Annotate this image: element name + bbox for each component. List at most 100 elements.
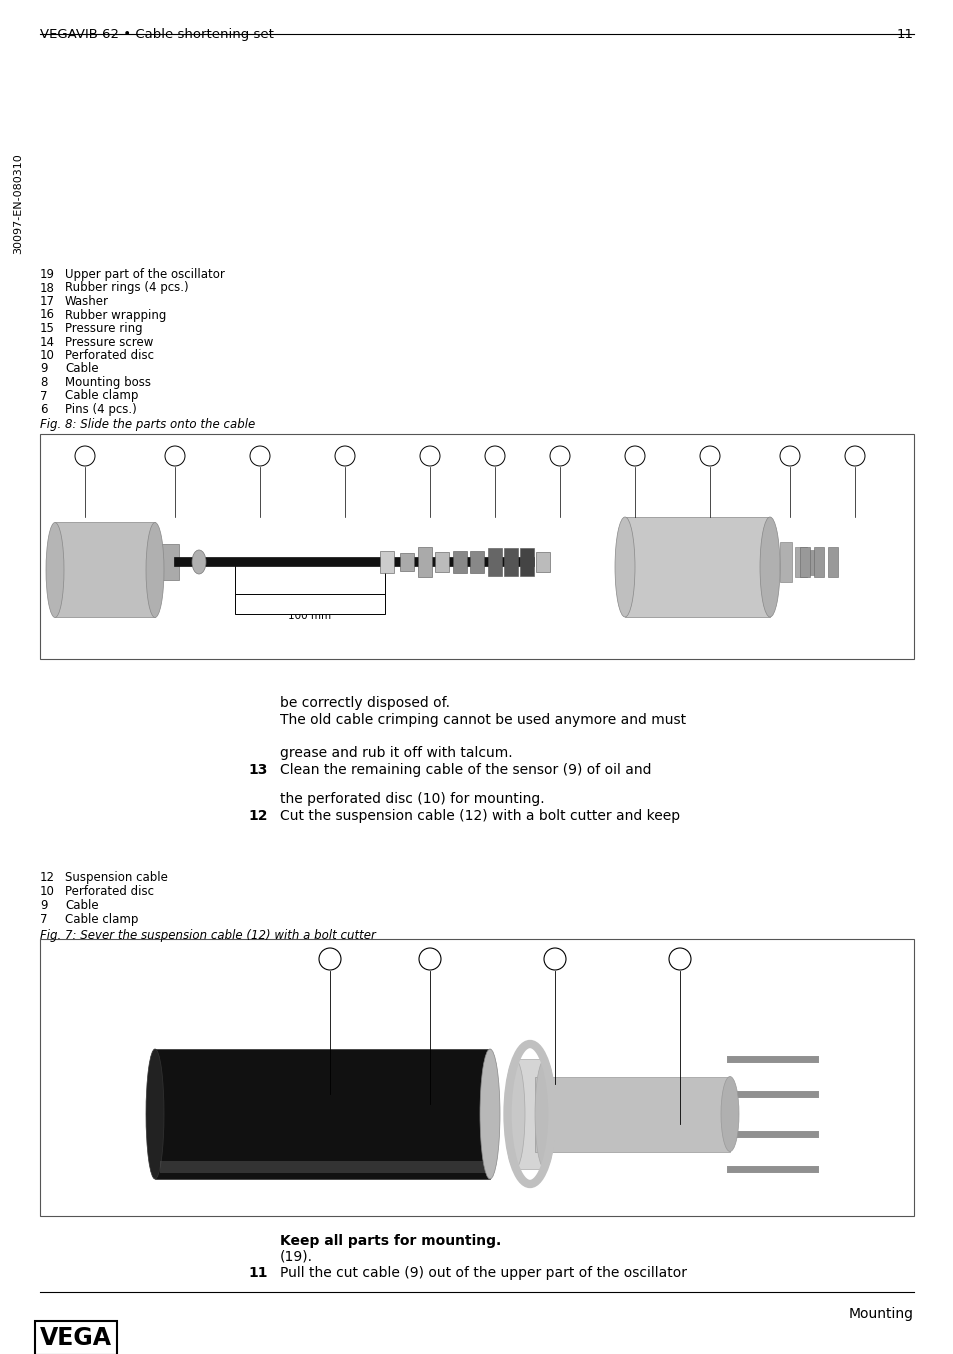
Bar bbox=[435, 552, 449, 571]
Bar bbox=[794, 547, 806, 577]
Text: 100 mm: 100 mm bbox=[288, 611, 332, 621]
Bar bbox=[470, 551, 483, 573]
Ellipse shape bbox=[720, 1076, 739, 1151]
Text: 30097-EN-080310: 30097-EN-080310 bbox=[13, 153, 23, 255]
Text: Pins (4 pcs.): Pins (4 pcs.) bbox=[65, 403, 136, 416]
Ellipse shape bbox=[192, 550, 206, 574]
Text: Cable clamp: Cable clamp bbox=[65, 390, 138, 402]
Ellipse shape bbox=[165, 445, 185, 466]
Ellipse shape bbox=[615, 517, 635, 617]
Text: 15: 15 bbox=[40, 322, 55, 334]
Text: 9: 9 bbox=[40, 363, 48, 375]
Ellipse shape bbox=[335, 445, 355, 466]
Text: 7: 7 bbox=[40, 390, 48, 402]
Ellipse shape bbox=[250, 445, 270, 466]
Text: Rubber wrapping: Rubber wrapping bbox=[65, 309, 166, 321]
Text: Pressure screw: Pressure screw bbox=[65, 336, 153, 348]
Bar bbox=[234, 594, 385, 613]
Text: 10: 10 bbox=[40, 349, 55, 362]
Text: 18: 18 bbox=[40, 282, 55, 295]
Ellipse shape bbox=[75, 445, 95, 466]
Text: The old cable crimping cannot be used anymore and must: The old cable crimping cannot be used an… bbox=[280, 714, 685, 727]
Bar bbox=[488, 548, 501, 575]
Text: 12: 12 bbox=[40, 871, 55, 884]
Bar bbox=[624, 517, 769, 617]
Text: Pressure ring: Pressure ring bbox=[65, 322, 143, 334]
Ellipse shape bbox=[479, 1049, 499, 1179]
Bar bbox=[515, 1059, 544, 1169]
Ellipse shape bbox=[550, 445, 569, 466]
Ellipse shape bbox=[418, 948, 440, 969]
Bar bbox=[827, 547, 837, 577]
Bar bbox=[453, 551, 467, 573]
Bar bbox=[808, 550, 821, 575]
Bar bbox=[40, 435, 913, 659]
Text: (19).: (19). bbox=[280, 1250, 313, 1265]
Text: Perforated disc: Perforated disc bbox=[65, 886, 153, 898]
Text: Fig. 8: Slide the parts onto the cable: Fig. 8: Slide the parts onto the cable bbox=[40, 418, 255, 431]
Ellipse shape bbox=[46, 523, 64, 617]
Ellipse shape bbox=[146, 523, 164, 617]
Bar bbox=[780, 542, 791, 582]
Bar bbox=[535, 1076, 729, 1152]
Text: Pull the cut cable (9) out of the upper part of the oscillator: Pull the cut cable (9) out of the upper … bbox=[280, 1266, 686, 1280]
Bar bbox=[800, 547, 809, 577]
Text: be correctly disposed of.: be correctly disposed of. bbox=[280, 696, 450, 709]
Text: Keep all parts for mounting.: Keep all parts for mounting. bbox=[280, 1233, 500, 1248]
Text: grease and rub it off with talcum.: grease and rub it off with talcum. bbox=[280, 746, 512, 760]
Text: Mounting boss: Mounting boss bbox=[65, 376, 151, 389]
Ellipse shape bbox=[419, 445, 439, 466]
Ellipse shape bbox=[543, 948, 565, 969]
Bar bbox=[503, 548, 517, 575]
Text: Cable clamp: Cable clamp bbox=[65, 913, 138, 926]
Text: 6: 6 bbox=[40, 403, 48, 416]
Bar bbox=[519, 548, 534, 575]
Text: 12: 12 bbox=[248, 808, 267, 823]
Bar bbox=[813, 547, 823, 577]
Text: 8: 8 bbox=[40, 376, 48, 389]
Bar bbox=[399, 552, 414, 571]
Text: Rubber rings (4 pcs.): Rubber rings (4 pcs.) bbox=[65, 282, 189, 295]
Text: 17: 17 bbox=[40, 295, 55, 307]
Text: 9: 9 bbox=[40, 899, 48, 913]
Ellipse shape bbox=[760, 517, 780, 617]
Ellipse shape bbox=[624, 445, 644, 466]
Text: Washer: Washer bbox=[65, 295, 109, 307]
Ellipse shape bbox=[780, 445, 800, 466]
Ellipse shape bbox=[146, 1049, 164, 1179]
Text: 14: 14 bbox=[40, 336, 55, 348]
Text: 7: 7 bbox=[40, 913, 48, 926]
Bar bbox=[154, 1049, 490, 1179]
Ellipse shape bbox=[484, 445, 504, 466]
Bar bbox=[536, 552, 550, 571]
Ellipse shape bbox=[700, 445, 720, 466]
Text: Fig. 7: Sever the suspension cable (12) with a bolt cutter: Fig. 7: Sever the suspension cable (12) … bbox=[40, 929, 375, 942]
Ellipse shape bbox=[844, 445, 864, 466]
Text: 13: 13 bbox=[248, 764, 267, 777]
Text: Cable: Cable bbox=[65, 899, 98, 913]
Text: Upper part of the oscillator: Upper part of the oscillator bbox=[65, 268, 225, 282]
Text: Cable: Cable bbox=[65, 363, 98, 375]
Text: 16: 16 bbox=[40, 309, 55, 321]
Bar bbox=[40, 940, 913, 1216]
Bar bbox=[379, 551, 394, 573]
Ellipse shape bbox=[668, 948, 690, 969]
Text: VEGAVIB 62 • Cable shortening set: VEGAVIB 62 • Cable shortening set bbox=[40, 28, 274, 41]
Text: 11: 11 bbox=[248, 1266, 267, 1280]
Ellipse shape bbox=[504, 1059, 524, 1169]
Bar bbox=[417, 547, 432, 577]
Ellipse shape bbox=[318, 948, 340, 969]
Text: Cut the suspension cable (12) with a bolt cutter and keep: Cut the suspension cable (12) with a bol… bbox=[280, 808, 679, 823]
Text: VEGA: VEGA bbox=[40, 1326, 112, 1350]
Text: 11: 11 bbox=[896, 28, 913, 41]
Text: 10: 10 bbox=[40, 886, 55, 898]
Bar bbox=[160, 1160, 490, 1173]
Ellipse shape bbox=[535, 1059, 555, 1169]
Bar bbox=[55, 523, 154, 617]
Bar bbox=[157, 544, 179, 580]
Text: the perforated disc (10) for mounting.: the perforated disc (10) for mounting. bbox=[280, 792, 544, 806]
Text: Clean the remaining cable of the sensor (9) of oil and: Clean the remaining cable of the sensor … bbox=[280, 764, 651, 777]
Text: (3 $^{15}$/$_{16}$"): (3 $^{15}$/$_{16}$") bbox=[288, 601, 332, 616]
Text: Mounting: Mounting bbox=[848, 1307, 913, 1322]
Text: 19: 19 bbox=[40, 268, 55, 282]
